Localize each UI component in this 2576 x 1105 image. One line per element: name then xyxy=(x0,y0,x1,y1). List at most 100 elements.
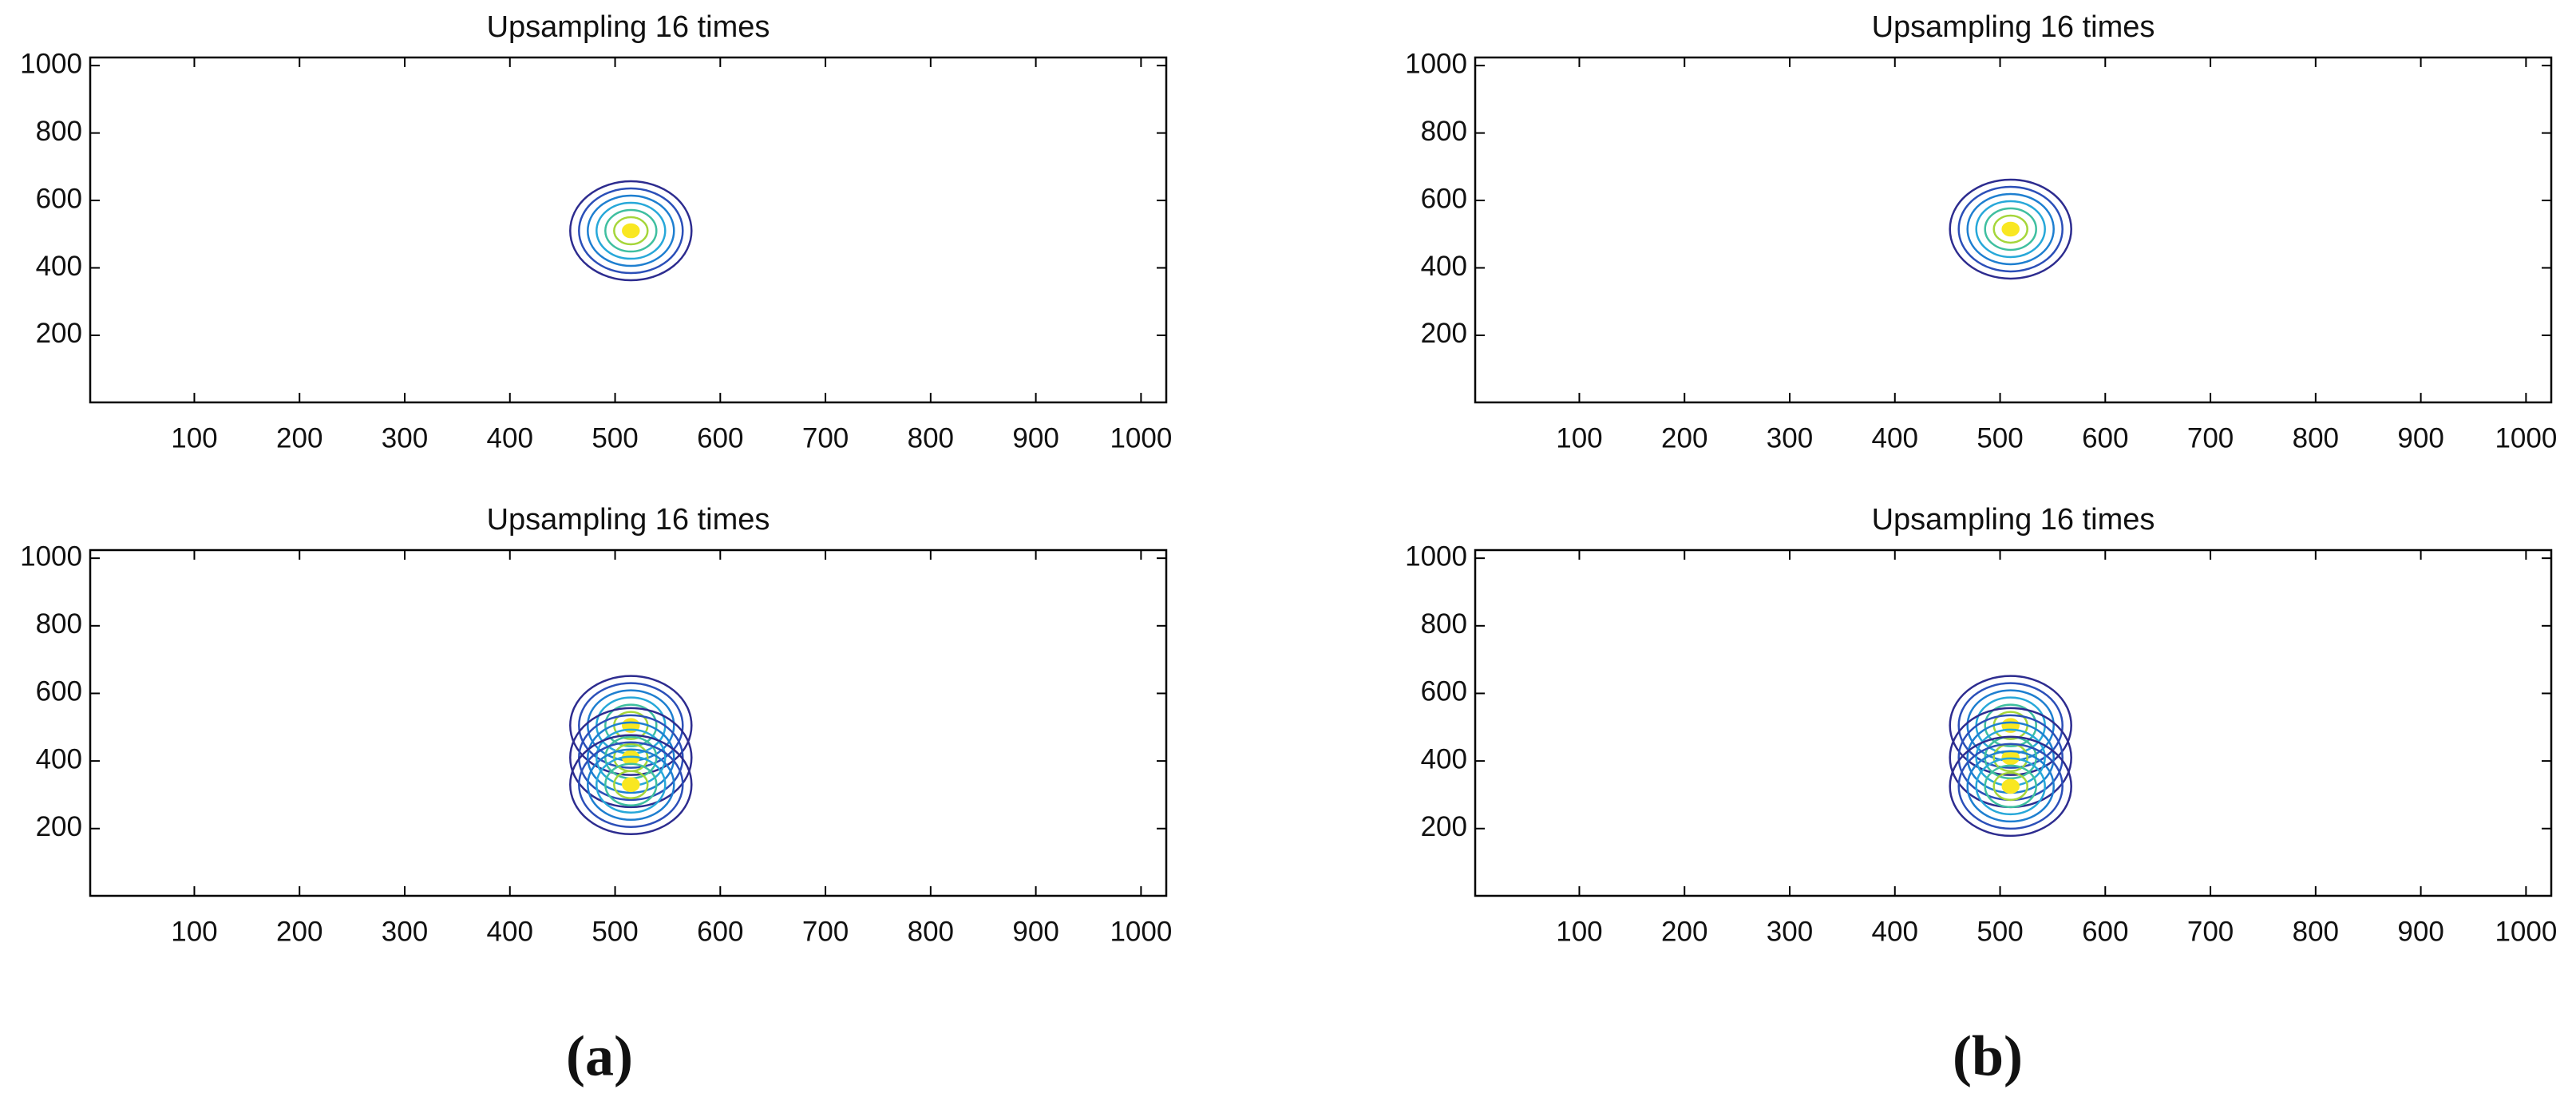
axes-box xyxy=(1474,56,2553,404)
contour-line xyxy=(1984,703,2037,747)
contour-line xyxy=(569,675,693,776)
caption: (b) xyxy=(1953,1024,2023,1088)
y-tick-label: 600 xyxy=(36,183,82,214)
contour-line xyxy=(1984,207,2037,251)
x-tick-label: 700 xyxy=(2187,422,2234,453)
x-tick-label: 200 xyxy=(276,422,322,453)
y-tick-label: 800 xyxy=(36,116,82,147)
contour-line xyxy=(613,770,649,799)
contour-line xyxy=(569,734,693,835)
contour-line xyxy=(569,707,693,809)
y-tick-label: 200 xyxy=(36,811,82,842)
contour-line xyxy=(604,208,658,253)
x-tick-label: 300 xyxy=(382,916,428,947)
x-tick-label: 400 xyxy=(487,422,533,453)
contour-line xyxy=(2001,718,2020,733)
x-tick-label: 900 xyxy=(2397,422,2443,453)
contour-line xyxy=(596,201,667,260)
contour-line xyxy=(613,216,649,246)
y-tick-label: 1000 xyxy=(1405,48,1467,79)
axes-box xyxy=(89,549,1168,897)
x-tick-label: 900 xyxy=(1012,422,1058,453)
caption: (a) xyxy=(566,1024,633,1088)
contour-line xyxy=(1957,185,2064,273)
y-tick-label: 400 xyxy=(1421,251,1467,282)
chart-title: Upsampling 16 times xyxy=(1872,503,2155,537)
y-tick-label: 1000 xyxy=(20,48,82,79)
contour-line xyxy=(578,682,684,769)
contour-line xyxy=(578,187,684,275)
contour-line xyxy=(2001,221,2020,237)
contour-line xyxy=(1966,750,2055,823)
x-tick-label: 700 xyxy=(802,916,849,947)
y-tick-label: 200 xyxy=(36,318,82,349)
contour-line xyxy=(1957,743,2064,830)
x-tick-label: 600 xyxy=(2082,422,2128,453)
x-tick-label: 400 xyxy=(1872,422,1918,453)
contour-line xyxy=(622,718,640,733)
y-tick-label: 400 xyxy=(36,251,82,282)
contour-group xyxy=(569,180,693,282)
contour-line xyxy=(596,755,667,814)
x-tick-label: 500 xyxy=(1977,916,2023,947)
contour-core xyxy=(623,225,639,237)
x-tick-label: 900 xyxy=(2397,916,2443,947)
contour-line xyxy=(2001,778,2020,794)
x-tick-label: 600 xyxy=(697,422,743,453)
y-tick-label: 1000 xyxy=(20,541,82,572)
x-tick-label: 200 xyxy=(276,916,322,947)
x-tick-label: 500 xyxy=(592,916,638,947)
y-tick-label: 1000 xyxy=(1405,541,1467,572)
chart-title: Upsampling 16 times xyxy=(1872,10,2155,44)
contour-line xyxy=(1992,771,2028,802)
contour-line xyxy=(1949,735,2072,838)
x-tick-label: 100 xyxy=(1556,916,1602,947)
contour-line xyxy=(1992,214,2028,244)
x-tick-label: 500 xyxy=(1977,422,2023,453)
contour-line xyxy=(587,721,675,794)
x-tick-label: 800 xyxy=(2293,422,2339,453)
y-tick-label: 800 xyxy=(36,608,82,640)
axes-box xyxy=(89,56,1168,404)
x-tick-label: 100 xyxy=(171,916,217,947)
y-tick-label: 400 xyxy=(36,743,82,774)
x-tick-label: 500 xyxy=(592,422,638,453)
contour-line xyxy=(1975,200,2046,259)
contour-line xyxy=(1949,178,2072,280)
contour-line xyxy=(587,748,675,821)
contour-line xyxy=(1966,192,2055,266)
x-tick-label: 1000 xyxy=(2495,916,2557,947)
contour-core xyxy=(2003,780,2018,792)
y-tick-label: 800 xyxy=(1421,116,1467,147)
contour-group xyxy=(1949,178,2072,280)
y-tick-label: 600 xyxy=(36,676,82,707)
chart-title: Upsampling 16 times xyxy=(487,503,770,537)
contour-core xyxy=(2003,223,2018,235)
x-tick-label: 800 xyxy=(908,916,954,947)
x-tick-label: 100 xyxy=(171,422,217,453)
contour-line xyxy=(1957,682,2064,769)
x-tick-label: 600 xyxy=(2082,916,2128,947)
contour-line xyxy=(622,777,640,792)
x-tick-label: 300 xyxy=(1767,422,1813,453)
x-tick-label: 1000 xyxy=(1110,422,1172,453)
x-tick-label: 300 xyxy=(1767,916,1813,947)
x-tick-label: 800 xyxy=(2293,916,2339,947)
contour-line xyxy=(587,194,675,267)
contour-line xyxy=(1984,764,2037,809)
chart-title: Upsampling 16 times xyxy=(487,10,770,44)
contour-line xyxy=(604,762,658,806)
contour-line xyxy=(1975,757,2046,816)
y-tick-label: 800 xyxy=(1421,608,1467,640)
x-tick-label: 700 xyxy=(2187,916,2234,947)
contour-group xyxy=(569,675,693,835)
x-tick-label: 1000 xyxy=(1110,916,1172,947)
x-tick-label: 400 xyxy=(1872,916,1918,947)
x-tick-label: 400 xyxy=(487,916,533,947)
axes-box xyxy=(1474,549,2553,897)
x-tick-label: 200 xyxy=(1661,916,1707,947)
y-tick-label: 200 xyxy=(1421,318,1467,349)
x-tick-label: 1000 xyxy=(2495,422,2557,453)
contour-group xyxy=(1949,675,2072,838)
